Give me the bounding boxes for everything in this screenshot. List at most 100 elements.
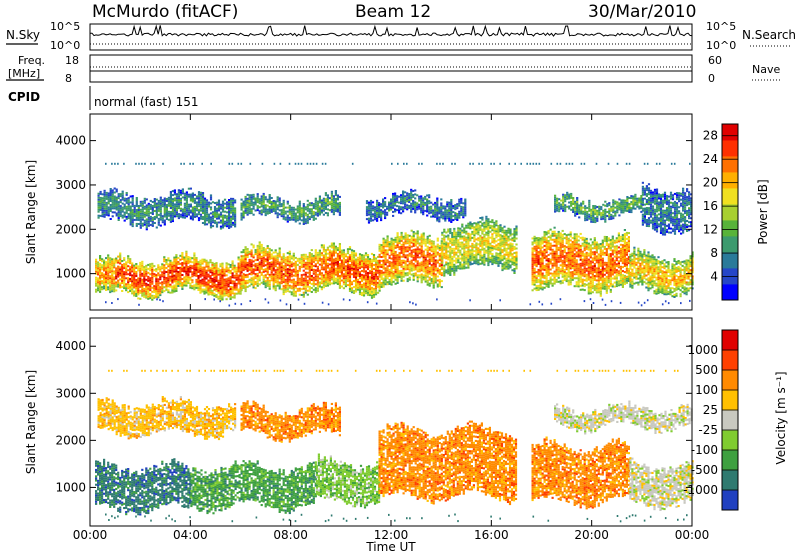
heatmap-cell [124, 220, 126, 222]
heatmap-cell [129, 270, 131, 272]
heatmap-cell [333, 247, 335, 249]
heatmap-cell [307, 222, 309, 224]
heatmap-cell [644, 208, 646, 210]
heatmap-cell [197, 279, 199, 281]
heatmap-cell [688, 207, 690, 209]
heatmap-cell [355, 271, 357, 273]
heatmap-cell [212, 217, 214, 219]
heatmap-cell [400, 206, 402, 208]
heatmap-cell [414, 211, 416, 213]
heatmap-cell [397, 232, 399, 234]
heatmap-cell [122, 195, 124, 197]
heatmap-cell [666, 217, 668, 219]
heatmap-cell [419, 238, 421, 240]
heatmap-cell [107, 264, 109, 266]
heatmap-cell [391, 268, 393, 270]
heatmap-cell [335, 280, 337, 282]
heatmap-cell [241, 281, 243, 283]
heatmap-cell [130, 208, 132, 210]
heatmap-cell [385, 283, 387, 285]
heatmap-cell [303, 203, 305, 205]
heatmap-cell [556, 202, 558, 204]
heatmap-cell [353, 256, 355, 258]
heatmap-cell [263, 207, 265, 209]
heatmap-cell [309, 262, 311, 264]
heatmap-cell [444, 212, 446, 214]
heatmap-cell [245, 286, 247, 288]
heatmap-cell [359, 291, 361, 293]
heatmap-cell [191, 275, 193, 277]
heatmap-cell [337, 249, 339, 251]
heatmap-cell [209, 261, 211, 263]
heatmap-cell [450, 215, 452, 217]
heatmap-cell [136, 205, 138, 207]
heatmap-cell [686, 220, 688, 222]
heatmap-cell [317, 201, 319, 203]
heatmap-cell [126, 200, 128, 202]
heatmap-cell [150, 218, 152, 220]
heatmap-cell [219, 269, 221, 271]
heatmap-cell [269, 274, 271, 276]
heatmap-cell [385, 253, 387, 255]
heatmap-cell [182, 212, 184, 214]
heatmap-cell [180, 210, 182, 212]
heatmap-cell [307, 272, 309, 274]
heatmap-cell [178, 191, 180, 193]
heatmap-cell [303, 278, 305, 280]
heatmap-cell [325, 192, 327, 194]
heatmap-cell [301, 254, 303, 256]
heatmap-cell [315, 275, 317, 277]
heatmap-cell [263, 197, 265, 199]
heatmap-cell [118, 203, 120, 205]
heatmap-cell [111, 276, 113, 278]
heatmap-cell [208, 220, 210, 222]
heatmap-cell [148, 221, 150, 223]
heatmap-cell [372, 209, 374, 211]
heatmap-cell [660, 218, 662, 220]
heatmap-cell [141, 269, 143, 271]
heatmap-cell [373, 282, 375, 284]
heatmap-cell [257, 267, 259, 269]
heatmap-cell [119, 282, 121, 284]
heatmap-cell [349, 274, 351, 276]
heatmap-cell [658, 223, 660, 225]
heatmap-cell [259, 200, 261, 202]
heatmap-cell [195, 287, 197, 289]
heatmap-cell [251, 269, 253, 271]
heatmap-cell [173, 269, 175, 271]
heatmap-cell [368, 222, 370, 224]
heatmap-cell [405, 266, 407, 268]
heatmap-cell [329, 267, 331, 269]
heatmap-cell [206, 201, 208, 203]
heatmap-cell [592, 219, 594, 221]
heatmap-cell [249, 265, 251, 267]
heatmap-cell [271, 269, 273, 271]
heatmap-cell [265, 208, 267, 210]
heatmap-cell [285, 219, 287, 221]
heatmap-cell [301, 294, 303, 296]
heatmap-cell [259, 241, 261, 243]
heatmap-cell [164, 208, 166, 210]
heatmap-cell [265, 250, 267, 252]
heatmap-cell [339, 269, 341, 271]
heatmap-cell [319, 258, 321, 260]
heatmap-cell [156, 213, 158, 215]
heatmap-cell [295, 209, 297, 211]
heatmap-cell [118, 219, 120, 221]
heatmap-cell [372, 215, 374, 217]
heatmap-cell [365, 280, 367, 282]
heatmap-cell [184, 209, 186, 211]
heatmap-cell [232, 280, 234, 282]
heatmap-cell [271, 261, 273, 263]
heatmap-cell [355, 273, 357, 275]
heatmap-cell [275, 259, 277, 261]
heatmap-cell [684, 212, 686, 214]
heatmap-cell [293, 257, 295, 259]
heatmap-cell [206, 209, 208, 211]
heatmap-cell [273, 206, 275, 208]
heatmap-cell [277, 261, 279, 263]
heatmap-cell [238, 259, 240, 261]
heatmap-cell [199, 284, 201, 286]
heatmap-cell [327, 247, 329, 249]
heatmap-cell [263, 251, 265, 253]
